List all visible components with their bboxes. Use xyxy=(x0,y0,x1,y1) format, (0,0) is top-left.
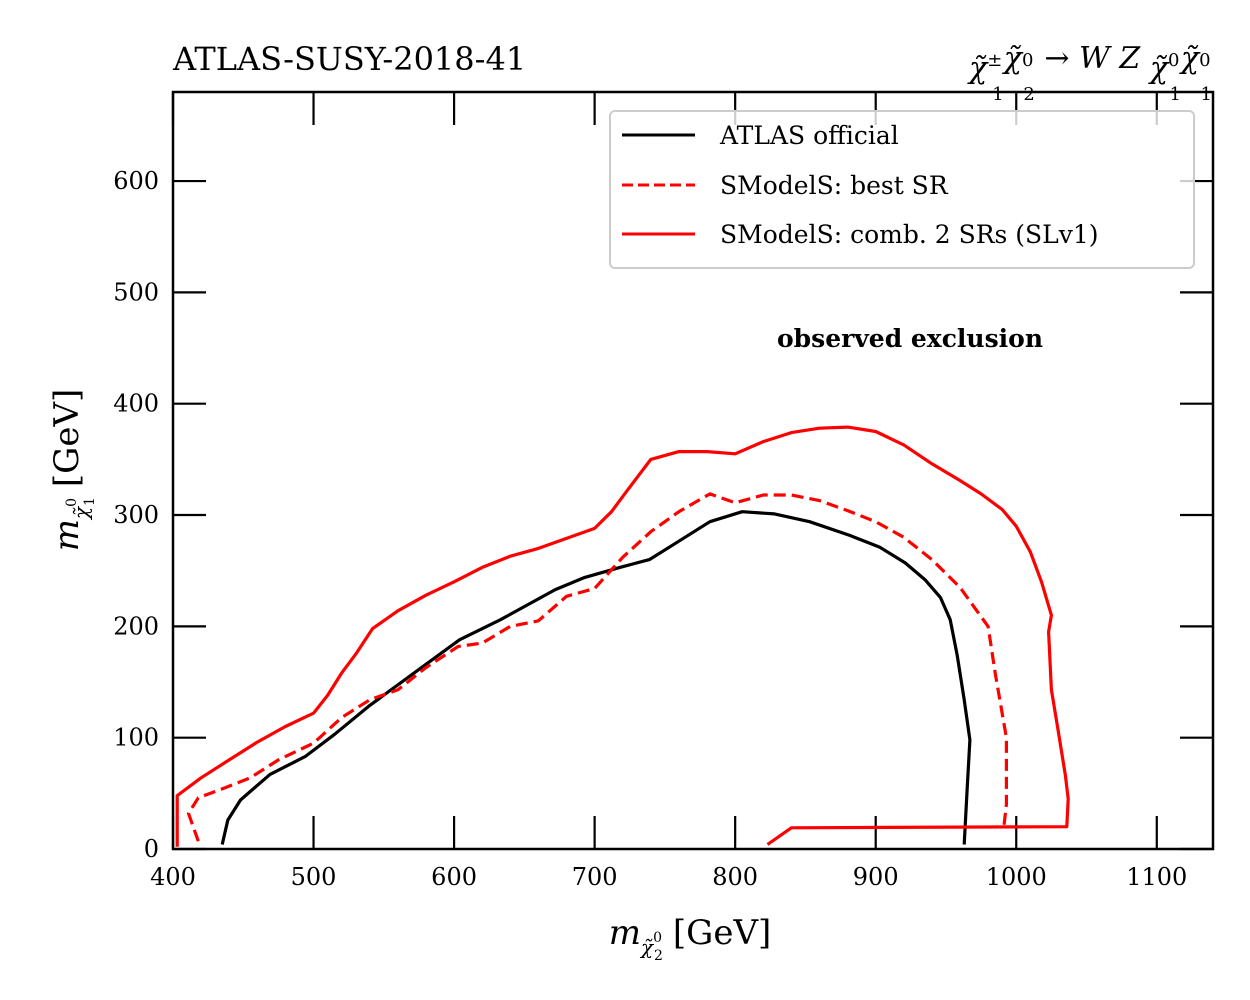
x-tick-label: 600 xyxy=(431,863,477,891)
legend-label-best-sr: SModelS: best SR xyxy=(720,171,949,200)
x-tick-label: 500 xyxy=(291,863,337,891)
x-tick-label: 1000 xyxy=(986,863,1047,891)
series-line-comb-2-srs xyxy=(175,425,1070,847)
y-tick-label: 0 xyxy=(144,835,159,863)
legend-entry-atlas-official: ATLAS official xyxy=(622,121,899,150)
x-axis-label-sub: χ̃ xyxy=(639,935,655,959)
series-line-best-sr xyxy=(186,492,1009,842)
x-tick-label: 900 xyxy=(853,863,899,891)
series-layer xyxy=(175,425,1070,847)
y-tick-label: 400 xyxy=(113,390,159,418)
x-axis-label-subsup: 0 xyxy=(653,930,662,946)
svg-text:mχ̃01[GeV]: mχ̃0 1 [GeV] xyxy=(47,389,98,552)
y-axis-label-sub: χ̃ xyxy=(69,505,93,521)
legend-label-atlas-official: ATLAS official xyxy=(719,121,899,150)
legend: ATLAS official SModelS: best SR SModelS:… xyxy=(609,110,1195,269)
svg-text:mχ̃02[GeV]: mχ̃0 2 [GeV] xyxy=(609,913,772,964)
legend-entry-comb-2-srs: SModelS: comb. 2 SRs (SLv1) xyxy=(622,220,1099,249)
x-tick-label: 1100 xyxy=(1126,863,1187,891)
chart-title-left: ATLAS-SUSY-2018-41 xyxy=(172,40,526,78)
x-axis-label: mχ̃0 2 [GeV] xyxy=(609,913,772,964)
axis-tick-labels: 400 500 600 700 800 900 1000 1100 0 100 200 300 400 5… xyxy=(113,167,1187,891)
y-axis-label-subsup: 0 xyxy=(64,498,80,507)
x-tick-label: 700 xyxy=(572,863,618,891)
legend-label-comb-2-srs: SModelS: comb. 2 SRs (SLv1) xyxy=(720,220,1099,249)
x-tick-label: 800 xyxy=(712,863,758,891)
y-tick-label: 300 xyxy=(113,501,159,529)
chart-title-right-text: χ̃± 1χ̃0 2 → W Z χ̃0 1χ̃0 1 xyxy=(967,41,1212,105)
y-axis-label: mχ̃0 1 [GeV] xyxy=(47,389,98,552)
y-axis-label-unit: [GeV] xyxy=(47,389,87,487)
legend-entry-best-sr: SModelS: best SR xyxy=(622,171,949,200)
x-axis-label-unit: [GeV] xyxy=(673,913,771,953)
y-tick-label: 100 xyxy=(113,724,159,752)
plot-frame xyxy=(171,90,1215,851)
legend-box xyxy=(609,110,1195,269)
y-tick-label: 500 xyxy=(113,278,159,306)
x-tick-label: 400 xyxy=(150,863,196,891)
x-axis-label-symbol: m xyxy=(609,913,641,953)
y-tick-label: 600 xyxy=(113,167,159,195)
chart-title-right: χ̃± 1χ̃0 2 → W Z χ̃0 1χ̃0 1 xyxy=(967,41,1212,105)
series-line-atlas-official xyxy=(220,510,972,845)
x-axis-label-subsub: 2 xyxy=(654,948,663,964)
y-axis-label-subsub: 1 xyxy=(82,497,98,506)
y-tick-label: 200 xyxy=(113,612,159,640)
y-axis-label-symbol: m xyxy=(47,519,87,551)
annotation-observed-exclusion: observed exclusion xyxy=(777,324,1043,353)
